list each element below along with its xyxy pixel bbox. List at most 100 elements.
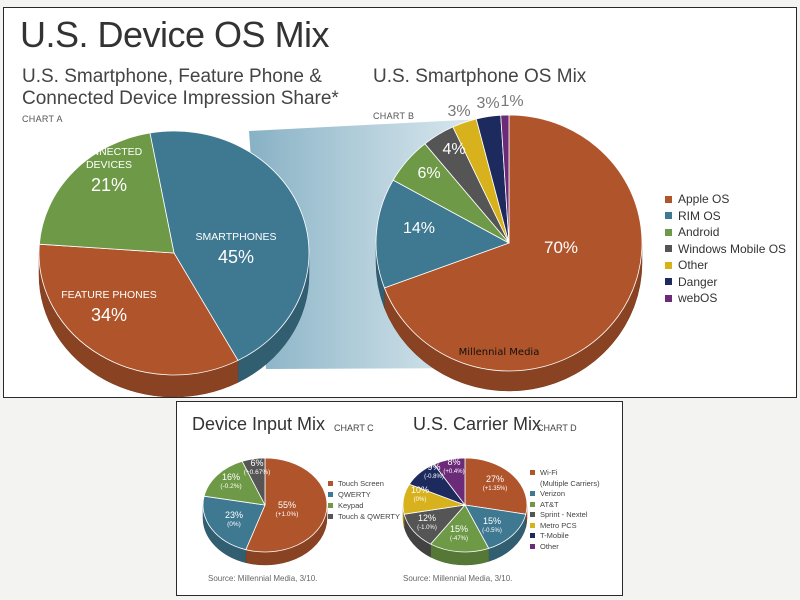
chart-c-source: Source: Millennial Media, 3/10. — [208, 574, 318, 583]
top-charts-canvas: SMARTPHONES 45% FEATURE PHONES 34% CONNECTED… — [38, 93, 643, 397]
legend-swatch — [530, 470, 535, 475]
legend-swatch — [328, 514, 333, 519]
chart-a-label-0-value: 45% — [218, 247, 254, 267]
legend-label: RIM OS — [678, 208, 721, 223]
chart-d-legend-item: Metro PCS — [530, 521, 577, 530]
chart-d-label-0-value: 27% — [486, 474, 504, 484]
chart-c-label-3-change: (+0.67%) — [244, 469, 271, 476]
chart-d-legend-item: Sprint - Nextel — [530, 510, 588, 519]
chart-a-tag: CHART A — [22, 114, 63, 124]
chart-d-label-1-change: (-0.5%) — [482, 528, 502, 534]
legend-swatch — [665, 294, 672, 302]
legend-label: webOS — [678, 291, 718, 305]
chart-d-label-3-value: 12% — [418, 513, 436, 523]
chart-b-legend-item: Android — [665, 225, 719, 239]
chart-a-slice-1 — [38, 243, 239, 376]
chart-b-legend-item: Windows Mobile OS — [665, 242, 786, 256]
chart-b-title: U.S. Smartphone OS Mix — [373, 66, 587, 87]
chart-d-source: Source: Millennial Media, 3/10. — [403, 574, 513, 583]
chart-b-slice-6 — [500, 114, 510, 244]
chart-b-legend-item: Danger — [665, 275, 717, 289]
chart-c-legend-item: Keypad — [328, 501, 363, 510]
chart-c-label-3-value: 6% — [250, 458, 263, 468]
chart-d-label-4-change: (0%) — [414, 497, 427, 503]
chart-d-label-0-change: (+1.35%) — [483, 486, 508, 492]
chart-d-slice-0 — [464, 457, 528, 515]
chart-d-label-6-value: 8% — [447, 457, 460, 467]
legend-swatch — [328, 492, 333, 497]
chart-a-label-2-name-1: DEVICES — [86, 159, 132, 171]
page-title: U.S. Device OS Mix — [20, 14, 330, 55]
chart-d-label-3-change: (-1.0%) — [417, 525, 437, 531]
chart-a-slice-2 — [38, 132, 175, 254]
chart-d-legend-item: (Multiple Carriers) — [530, 479, 600, 488]
legend-swatch — [530, 522, 535, 528]
chart-c-title: Device Input Mix — [192, 414, 326, 434]
legend-swatch — [665, 228, 672, 236]
legend-label: QWERTY — [338, 490, 371, 499]
chart-d-label-5-change: (-0.8%) — [424, 474, 444, 480]
legend-swatch — [530, 512, 535, 517]
chart-a-label-2-value: 21% — [91, 175, 127, 195]
legend-label: Keypad — [338, 501, 364, 510]
chart-c-label-1-value: 23% — [225, 510, 243, 520]
legend-swatch — [665, 278, 672, 285]
legend-label: Other — [540, 541, 559, 551]
chart-b-label-4: 3% — [447, 103, 470, 120]
chart-b-slice-1 — [375, 179, 510, 289]
chart-d-legend-item: Wi-Fi — [530, 468, 558, 477]
chart-d-label-2-change: (-47%) — [450, 536, 468, 542]
chart-c-label-2-change: (-0.2%) — [220, 483, 241, 490]
legend-swatch — [328, 503, 333, 508]
chart-b-legend-item: Other — [665, 258, 708, 272]
chart-a-label-1-value: 34% — [91, 305, 127, 325]
chart-b-legend-item: RIM OS — [665, 209, 721, 223]
chart-c-label-1-change: (0%) — [227, 521, 241, 528]
chart-c-slice-3 — [241, 457, 266, 506]
legend-swatch — [530, 543, 535, 549]
chart-c-legend-item: Touch Screen — [328, 479, 384, 488]
chart-a-pie-tops — [38, 130, 310, 376]
chart-b-tag: CHART B — [373, 111, 415, 121]
chart-c-legend-item: Touch & QWERTY — [328, 512, 400, 521]
legend-swatch — [665, 212, 672, 219]
bottom-charts-canvas: 55%(+1.0%)23%(0%)16%(-0.2%)6%(+0.67%)27%… — [202, 457, 528, 566]
chart-d-label-4-value: 10% — [411, 485, 429, 495]
chart-d-label-5-value: 9% — [427, 462, 440, 472]
chart-b-label-3: 4% — [442, 141, 465, 158]
chart-d-slice-1 — [464, 504, 527, 549]
legend-label: AT&T — [540, 499, 559, 509]
chart-b-label-2: 6% — [417, 165, 440, 182]
legend-label: Danger — [678, 274, 718, 289]
chart-a-label-2-name-0: CONNECTED — [76, 146, 143, 158]
chart-a-pie — [38, 130, 310, 397]
chart-a-label-1-name-0: FEATURE PHONES — [61, 289, 156, 301]
legend-label: Sprint - Nextel — [540, 510, 588, 519]
legend-label: Touch & QWERTY — [338, 512, 400, 521]
chart-d-label-2-value: 15% — [450, 524, 468, 534]
chart-d-pie-tops — [402, 457, 528, 553]
legend-label: Wi-Fi — [540, 468, 558, 477]
legend-label: Apple OS — [678, 192, 730, 206]
chart-b-label-6: 1% — [500, 93, 523, 110]
chart-b-legend-item: Apple OS — [665, 192, 729, 206]
legend-label: T-Mobile — [540, 531, 569, 540]
chart-d-legend-item: Other — [530, 542, 559, 551]
legend-label: Android — [678, 225, 720, 239]
chart-a-title-line-2: Connected Device Impression Share* — [22, 88, 339, 109]
chart-c-label-2-value: 16% — [222, 472, 240, 482]
chart-c-tag: CHART C — [334, 423, 374, 433]
chart-c-slice-1 — [202, 495, 266, 551]
chart-a-slice-0 — [149, 130, 310, 361]
chart-c-pie — [202, 457, 328, 566]
chart-c-pie-tops — [202, 457, 328, 553]
chart-d-label-6-change: (+0.4%) — [443, 469, 464, 475]
legend-swatch — [665, 261, 672, 269]
chart-d-title: U.S. Carrier Mix — [413, 414, 542, 434]
legend-swatch — [530, 533, 535, 538]
legend-label: Verizon — [540, 489, 566, 498]
chart-b-label-5: 3% — [476, 95, 499, 112]
legend-swatch — [665, 195, 672, 203]
chart-d-label-1-value: 15% — [483, 516, 501, 526]
legend-label: (Multiple Carriers) — [540, 478, 600, 488]
